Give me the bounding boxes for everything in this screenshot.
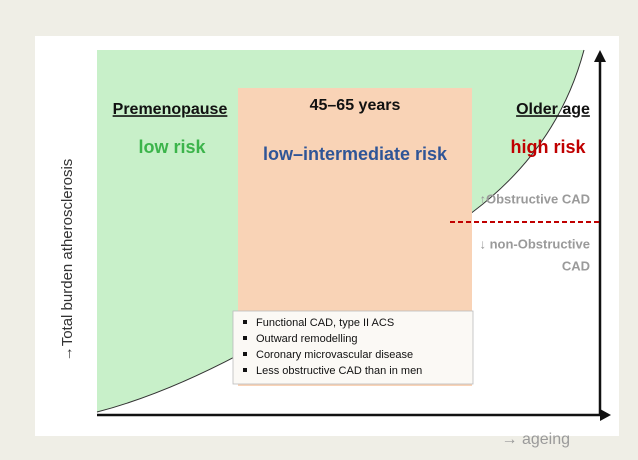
x-axis-label: → ageing [502,431,571,448]
zone-title: Older age [516,101,590,118]
zone-risk: high risk [510,137,586,157]
bullet-text: Less obstructive CAD than in men [256,365,422,377]
bullet-text: Outward remodelling [256,333,358,345]
zone-risk: low–intermediate risk [263,144,448,164]
threshold-above: ↑Obstructive CAD [479,191,590,206]
bullet [243,368,247,372]
y-axis-label: →Total burden atherosclerosis [59,159,76,362]
bullet-list: Functional CAD, type II ACS Outward remo… [243,317,422,377]
zone-risk: low risk [138,137,206,157]
zone-title: 45–65 years [310,97,401,114]
zone-title: Premenopause [113,101,228,118]
y-arrow [594,50,606,62]
threshold-below: CAD [562,258,590,273]
bullet-text: Coronary microvascular disease [256,349,413,361]
bullet-box [232,310,474,385]
bullet [243,336,247,340]
bullet [243,352,247,356]
x-arrow [600,409,611,421]
bullet [243,320,247,324]
threshold-below: ↓ non-Obstructive [479,236,590,251]
bullet-text: Functional CAD, type II ACS [256,317,394,329]
